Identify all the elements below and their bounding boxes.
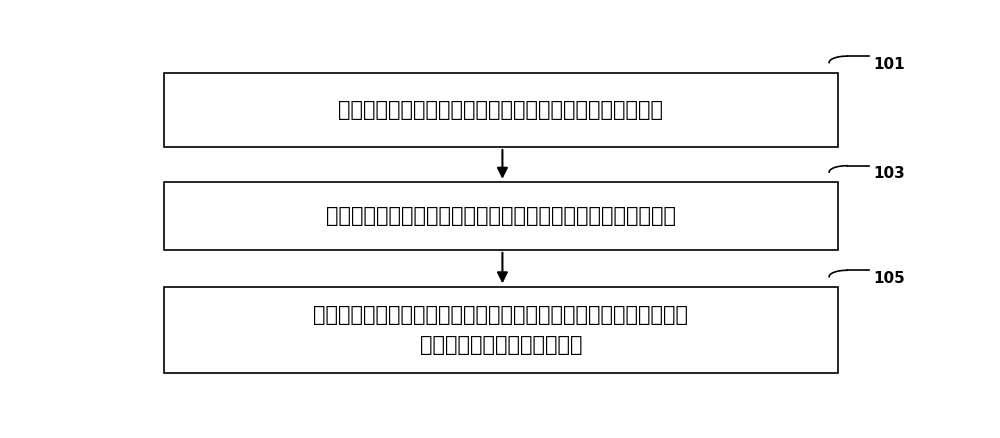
Bar (164, 73, 838, 147)
Text: 105: 105 (873, 271, 905, 286)
Bar (164, 182, 838, 250)
Text: 获取核电站安全壳压力采集点的压力信号和稳压器压力信号: 获取核电站安全壳压力采集点的压力信号和稳压器压力信号 (338, 100, 663, 120)
Text: 103: 103 (873, 166, 905, 181)
Text: 判断所述安全壳采集点的压力信号的值是否超过预先设置的阈值: 判断所述安全壳采集点的压力信号的值是否超过预先设置的阈值 (326, 206, 676, 226)
Bar (164, 287, 838, 373)
Text: 101: 101 (873, 57, 905, 72)
Text: 若超过所述预先设置的阈值，且稳压器压力信号为稳压器压力低低信
号，则触发主泵自动停止信号: 若超过所述预先设置的阈值，且稳压器压力信号为稳压器压力低低信 号，则触发主泵自动… (313, 305, 688, 355)
